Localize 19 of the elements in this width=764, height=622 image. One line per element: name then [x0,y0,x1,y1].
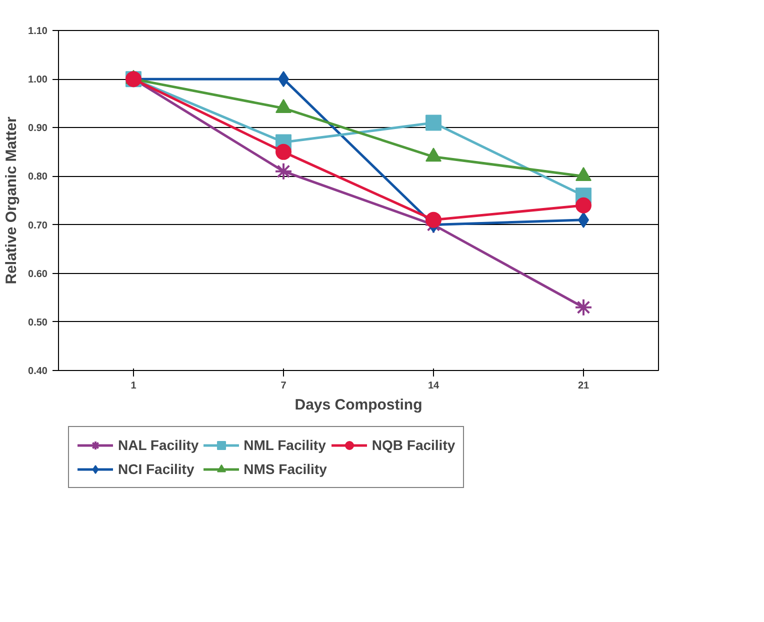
y-tick-label: 1.10 [28,26,48,37]
legend-label: NMS Facility [244,461,327,477]
y-tick-label: 0.80 [28,172,48,183]
y-tick-label: 0.50 [28,317,48,328]
legend-label: NQB Facility [372,437,456,453]
y-tick-label: 0.90 [28,123,48,134]
legend-label: NML Facility [244,437,326,453]
y-tick-label: 0.60 [28,268,48,280]
y-tick-label: 1.00 [28,74,48,86]
y-axis-title: Relative Organic Matter [3,116,20,284]
x-axis-title: Days Composting [294,396,422,414]
x-tick-label: 7 [280,380,287,392]
legend-label: NCI Facility [118,461,194,477]
y-tick-label: 0.70 [28,220,48,232]
legend-label: NAL Facility [118,437,199,453]
x-tick-label: 1 [130,380,137,392]
y-tick-label: 0.40 [28,366,48,377]
x-tick-label: 21 [578,380,590,392]
x-tick-label: 14 [428,380,440,392]
